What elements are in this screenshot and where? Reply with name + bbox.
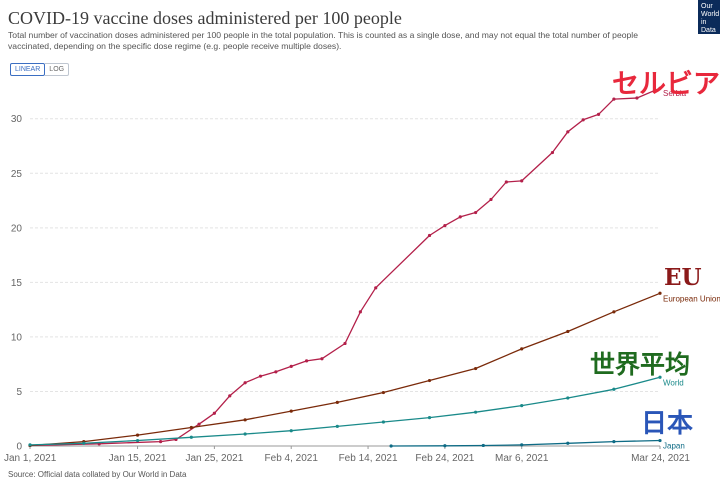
linear-scale-button[interactable]: LINEAR xyxy=(10,63,46,76)
world-point xyxy=(612,387,616,391)
eu-annotation: EU xyxy=(664,264,702,291)
serbia-point xyxy=(243,381,247,385)
x-tick-label: Mar 24, 2021 xyxy=(631,453,690,464)
world-point xyxy=(135,438,140,443)
serbia-point xyxy=(427,233,432,238)
x-tick-label: Feb 14, 2021 xyxy=(339,453,398,464)
world-line xyxy=(29,376,661,446)
x-tick-label: Feb 24, 2021 xyxy=(415,453,474,464)
world-point xyxy=(243,432,247,436)
owid-logo[interactable]: Our World in Data xyxy=(698,0,720,34)
serbia-point xyxy=(504,180,508,184)
serbia-point xyxy=(212,411,216,415)
serbia-end-label: Serbia xyxy=(663,89,687,98)
y-tick-label: 5 xyxy=(16,387,22,398)
world-point xyxy=(566,396,570,400)
european-union-point xyxy=(189,425,193,430)
serbia-point xyxy=(458,215,462,219)
y-tick-label: 25 xyxy=(11,169,23,180)
japan-end-label: Japan xyxy=(663,442,685,451)
european-union-end-label: European Union xyxy=(663,294,720,303)
world-point xyxy=(82,441,86,445)
european-union-point xyxy=(243,418,247,422)
world-point xyxy=(381,420,386,424)
japan-annotation: 日本 xyxy=(641,409,694,439)
serbia-point xyxy=(159,440,163,444)
world-annotation: 世界平均 xyxy=(590,350,691,379)
japan-point xyxy=(481,443,485,448)
world-point xyxy=(520,404,524,408)
chart-title: COVID-19 vaccine doses administered per … xyxy=(8,8,402,28)
world-point xyxy=(28,443,32,447)
serbia-point xyxy=(374,286,378,290)
serbia-point xyxy=(343,341,347,346)
serbia-point xyxy=(520,179,524,183)
serbia-point xyxy=(304,359,309,363)
japan-point xyxy=(612,440,616,444)
world-point xyxy=(335,424,339,428)
serbia-point xyxy=(550,150,555,155)
serbia-point xyxy=(228,394,232,398)
european-union-point xyxy=(381,390,386,395)
european-union-point xyxy=(289,409,293,413)
serbia-point xyxy=(596,112,601,116)
japan-point xyxy=(389,444,393,448)
world-point xyxy=(427,416,432,420)
european-union-point xyxy=(612,310,616,314)
x-tick-label: Jan 1, 2021 xyxy=(4,453,57,464)
european-union-point xyxy=(474,366,478,371)
serbia-point xyxy=(566,130,570,134)
serbia-point xyxy=(581,118,585,122)
world-point xyxy=(658,375,662,379)
serbia-point xyxy=(358,310,362,314)
scale-toggle: LINEAR LOG xyxy=(10,63,70,76)
european-union-point xyxy=(335,400,339,404)
x-tick-label: Feb 4, 2021 xyxy=(265,453,319,464)
japan-point xyxy=(520,443,524,447)
serbia-point xyxy=(443,224,447,228)
european-union-point xyxy=(520,347,524,351)
serbia-point xyxy=(289,364,293,368)
serbia-point xyxy=(258,374,263,378)
x-tick-label: Jan 25, 2021 xyxy=(185,453,243,464)
japan-point xyxy=(658,438,662,443)
y-tick-label: 15 xyxy=(11,278,23,289)
serbia-point xyxy=(320,357,324,361)
y-tick-label: 10 xyxy=(11,332,23,343)
european-union-line xyxy=(29,292,661,447)
serbia-annotation: セルビア xyxy=(612,69,720,100)
japan-line xyxy=(391,439,661,447)
source-note: Source: Official data collated by Our Wo… xyxy=(8,470,187,479)
world-point xyxy=(289,429,293,433)
serbia-point xyxy=(635,96,639,100)
y-tick-label: 20 xyxy=(11,223,23,234)
world-point xyxy=(189,435,193,439)
y-tick-label: 30 xyxy=(11,114,23,125)
chart-subtitle: Total number of vaccination doses admini… xyxy=(8,30,638,51)
european-union-point xyxy=(566,329,570,334)
log-scale-button[interactable]: LOG xyxy=(45,63,70,76)
world-point xyxy=(474,410,478,414)
x-tick-label: Mar 6, 2021 xyxy=(495,453,549,464)
serbia-point xyxy=(197,422,201,426)
serbia-line xyxy=(29,87,661,447)
serbia-point xyxy=(612,97,616,101)
y-tick-label: 0 xyxy=(16,442,22,453)
x-tick-label: Jan 15, 2021 xyxy=(109,453,167,464)
serbia-point xyxy=(474,210,478,215)
european-union-point xyxy=(658,291,662,295)
world-end-label: World xyxy=(663,378,684,387)
japan-point xyxy=(566,441,570,445)
european-union-point xyxy=(135,433,140,437)
serbia-point xyxy=(658,86,662,90)
serbia-point xyxy=(489,197,493,202)
japan-point xyxy=(443,444,447,448)
serbia-point xyxy=(274,370,278,374)
european-union-point xyxy=(427,378,432,383)
